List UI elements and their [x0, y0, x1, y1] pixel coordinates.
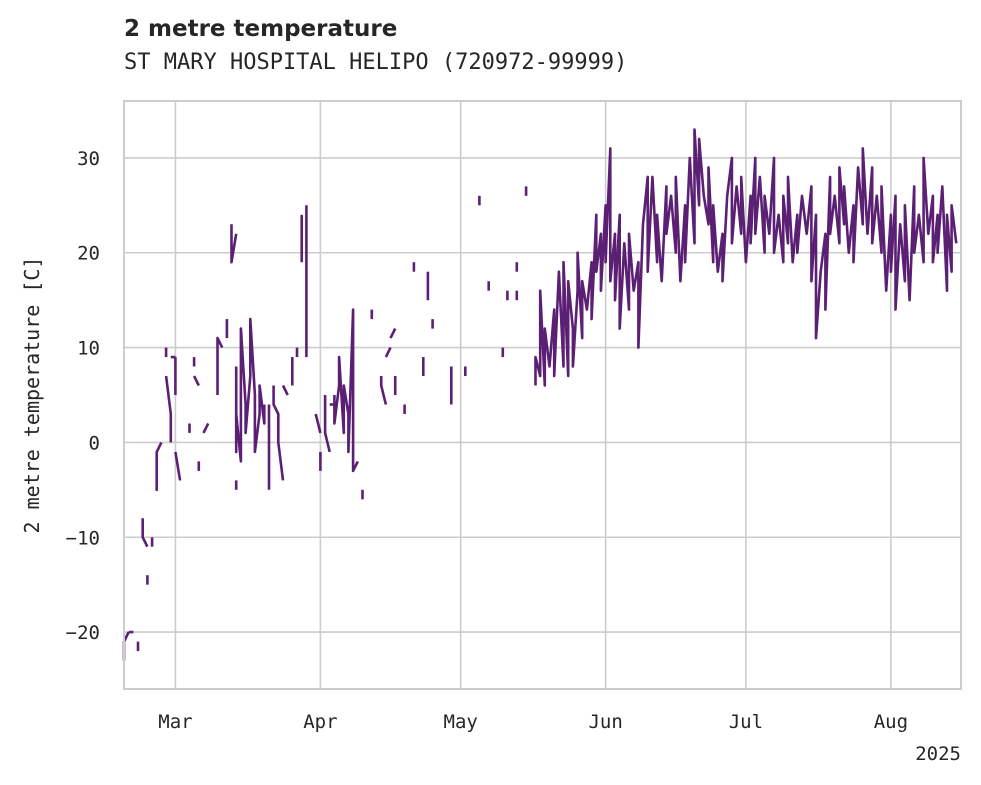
x-tick-label: Aug	[874, 711, 908, 733]
y-tick-label: −10	[66, 527, 100, 549]
temperature-line-segment	[272, 385, 285, 481]
temperature-line-segment	[389, 328, 397, 339]
temperature-line-segment	[202, 422, 210, 434]
temperature-line-segment	[384, 347, 392, 358]
chart-subtitle: ST MARY HOSPITAL HELIPO (720972-99999)	[124, 50, 628, 75]
y-tick-label: 30	[77, 148, 100, 170]
y-axis-label: 2 metre temperature [C]	[20, 257, 44, 534]
temperature-line-segment	[333, 308, 359, 473]
x-tick-label: Mar	[158, 711, 192, 733]
y-tick-label: 10	[77, 338, 100, 360]
plot-frame	[123, 100, 962, 690]
temperature-line-segment	[192, 375, 200, 387]
temperature-line-segment	[164, 375, 173, 443]
temperature-line-segment	[281, 384, 289, 396]
y-tick-label: −20	[66, 622, 100, 644]
temperature-line-segment	[323, 395, 331, 453]
y-tick-labels: −20 −10 0 10 20 30	[66, 148, 100, 644]
temperature-series	[122, 128, 958, 661]
temperature-line-segment	[230, 224, 238, 264]
x-tick-label: Jun	[588, 711, 622, 733]
temperature-line-segment	[534, 128, 958, 387]
temperature-line-segment	[216, 336, 224, 395]
temperature-line-segment	[314, 413, 322, 434]
temperature-line-segment	[155, 441, 163, 492]
y-tick-label: 20	[77, 243, 100, 265]
x-tick-label: May	[444, 711, 478, 733]
temperature-line-segment	[141, 518, 149, 548]
y-tick-label: 0	[89, 432, 100, 454]
temperature-line-segment	[379, 376, 388, 405]
x-tick-label: Apr	[303, 711, 337, 733]
x-tick-labels: Mar Apr May Jun Jul Aug	[158, 711, 908, 733]
temperature-line-segment	[234, 317, 266, 463]
temperature-line-segment	[174, 451, 182, 481]
x-tick-label: Jul	[729, 711, 763, 733]
chart-title: 2 metre temperature	[124, 16, 398, 42]
x-offset-label: 2025	[915, 743, 961, 765]
